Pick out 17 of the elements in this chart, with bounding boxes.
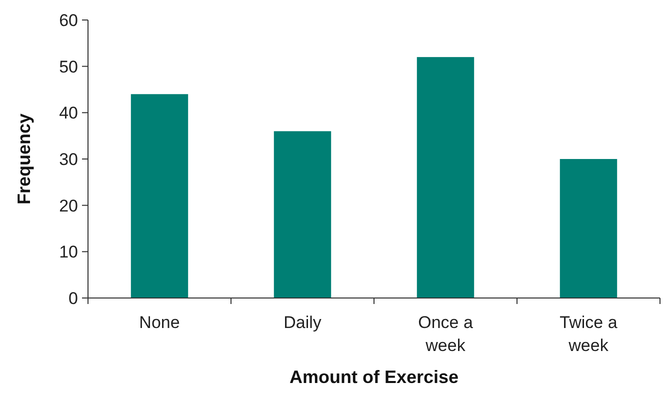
bar bbox=[416, 57, 474, 298]
bar bbox=[274, 131, 332, 298]
y-tick-label: 60 bbox=[59, 10, 78, 30]
y-tick-label: 50 bbox=[59, 57, 78, 76]
y-tick-label: 20 bbox=[59, 196, 78, 216]
bar bbox=[560, 159, 618, 298]
bar bbox=[130, 94, 188, 298]
x-tick-label: Twice a week bbox=[560, 313, 618, 355]
y-tick-label: 30 bbox=[59, 150, 78, 169]
x-tick-label: Daily bbox=[284, 313, 322, 332]
y-tick-label: 40 bbox=[59, 104, 78, 123]
y-tick-label: 10 bbox=[59, 242, 78, 262]
x-tick-label: Once a week bbox=[418, 313, 474, 355]
y-tick-label: 0 bbox=[68, 288, 78, 308]
x-tick-label: None bbox=[139, 313, 180, 332]
x-axis-title: Amount of Exercise bbox=[289, 367, 459, 387]
y-axis-title: Frequency bbox=[14, 113, 34, 205]
